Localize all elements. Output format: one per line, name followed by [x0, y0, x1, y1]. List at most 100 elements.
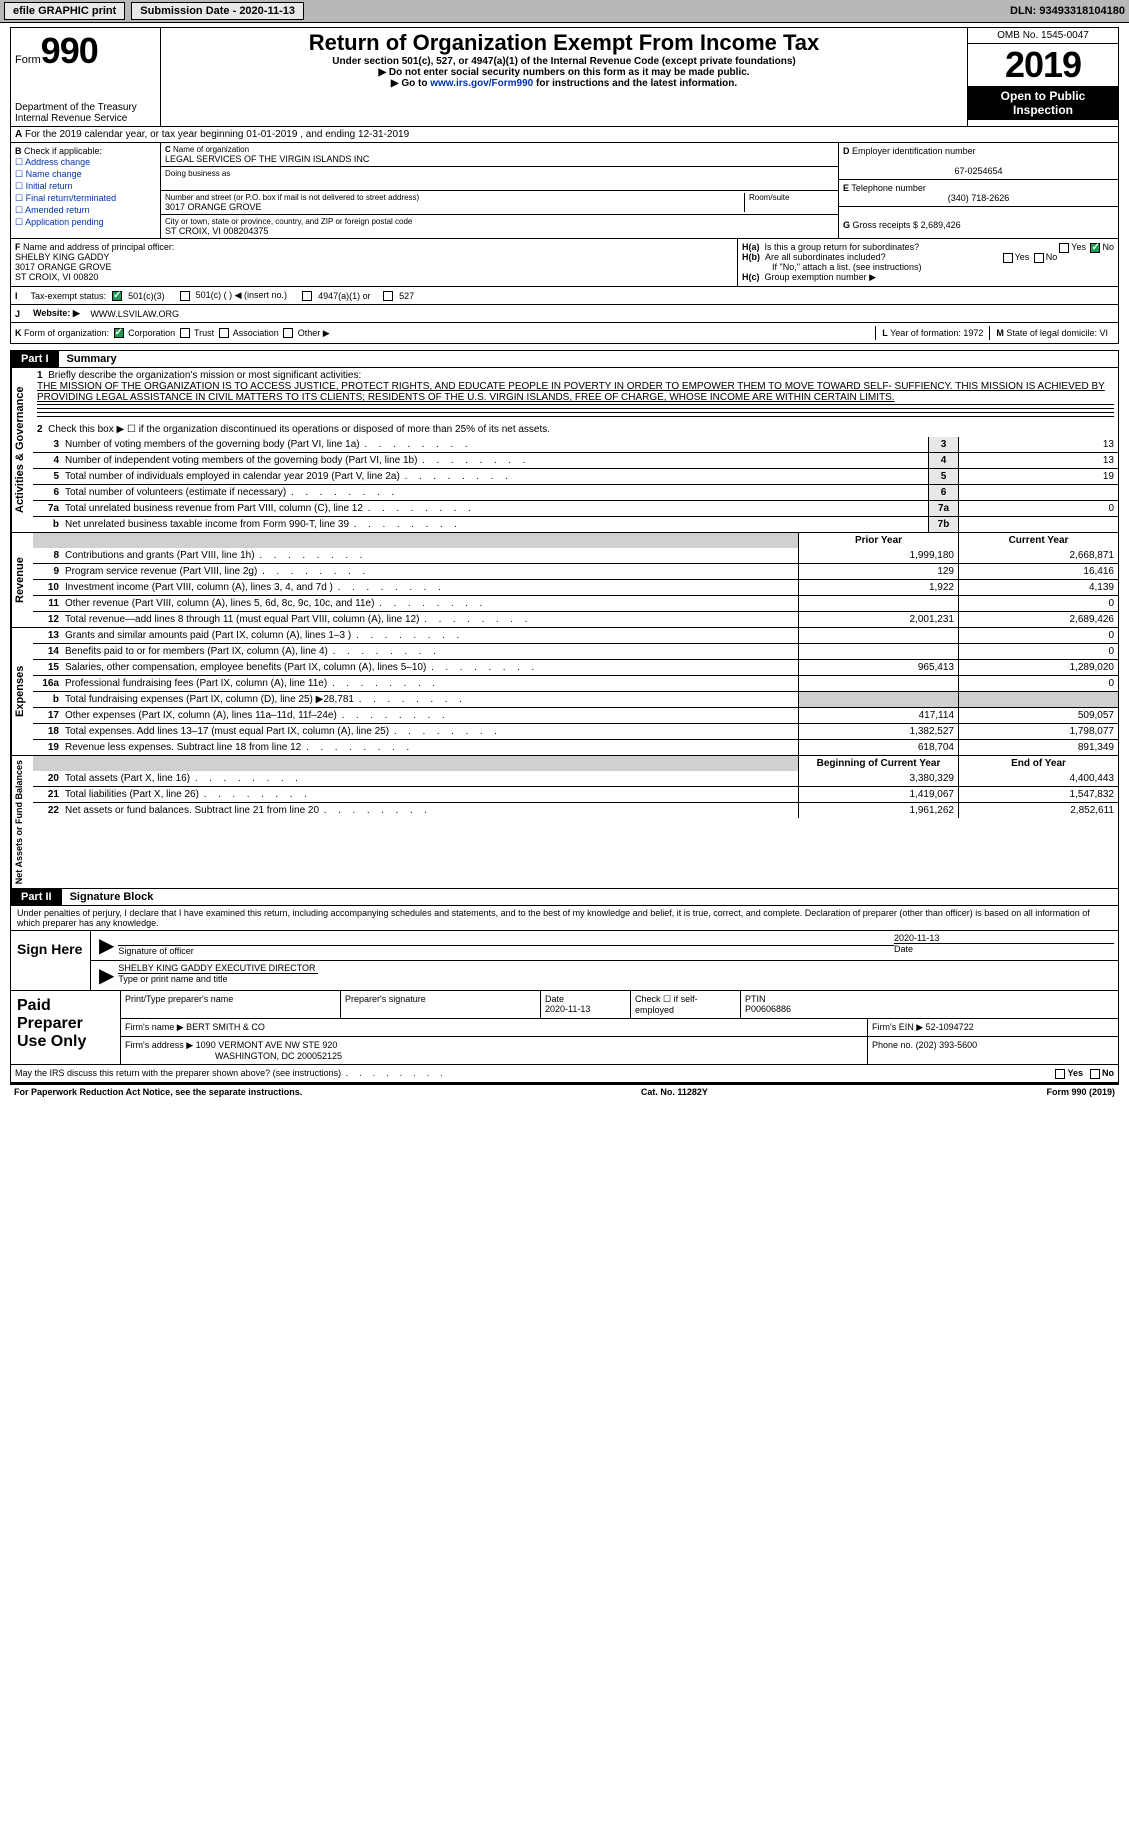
table-row: 21Total liabilities (Part X, line 26)1,4… [33, 786, 1118, 802]
table-row: 8Contributions and grants (Part VIII, li… [33, 548, 1118, 563]
chk-amended-return[interactable]: ☐ Amended return [15, 205, 156, 216]
arrow-icon: ▶ [95, 933, 118, 958]
part1-header: Part I Summary [10, 350, 1119, 368]
part1-title: Summary [59, 351, 125, 367]
city-state-zip: ST CROIX, VI 008204375 [165, 226, 834, 236]
chk-hb-yes[interactable] [1003, 253, 1013, 263]
chk-501c[interactable] [180, 291, 190, 301]
dept-treasury: Department of the Treasury [15, 102, 156, 113]
chk-hb-no[interactable] [1034, 253, 1044, 263]
chk-527[interactable] [383, 291, 393, 301]
efile-print-button[interactable]: efile GRAPHIC print [4, 2, 125, 20]
header-row: Form990 Department of the Treasury Inter… [10, 27, 1119, 127]
table-row: 10Investment income (Part VIII, column (… [33, 579, 1118, 595]
end-year-hdr: End of Year [958, 756, 1118, 771]
website-value: WWW.LSVILAW.ORG [90, 309, 179, 319]
row-tax-exempt: I Tax-exempt status: 501(c)(3) 501(c) ( … [10, 287, 1119, 305]
table-row: 20Total assets (Part X, line 16)3,380,32… [33, 771, 1118, 786]
table-row: 14Benefits paid to or for members (Part … [33, 643, 1118, 659]
org-name: LEGAL SERVICES OF THE VIRGIN ISLANDS INC [165, 154, 834, 164]
table-row: 4Number of independent voting members of… [33, 452, 1118, 468]
org-name-cell: C Name of organization LEGAL SERVICES OF… [161, 143, 838, 167]
street-address: 3017 ORANGE GROVE [165, 202, 744, 212]
row-k-org: K Form of organization: Corporation Trus… [10, 323, 1119, 344]
note-goto: ▶ Go to www.irs.gov/Form990 for instruct… [167, 78, 961, 89]
chk-may-no[interactable] [1090, 1069, 1100, 1079]
sig-intro: Under penalties of perjury, I declare th… [11, 906, 1118, 930]
table-row: 11Other revenue (Part VIII, column (A), … [33, 595, 1118, 611]
chk-trust[interactable] [180, 328, 190, 338]
form-title: Return of Organization Exempt From Incom… [167, 30, 961, 56]
table-row: 5Total number of individuals employed in… [33, 468, 1118, 484]
chk-ha-yes[interactable] [1059, 243, 1069, 253]
col-b: B Check if applicable: ☐ Address change … [11, 143, 161, 238]
table-row: 15Salaries, other compensation, employee… [33, 659, 1118, 675]
section-netassets: Net Assets or Fund Balances Beginning of… [10, 756, 1119, 889]
group-return: H(a) Is this a group return for subordin… [738, 239, 1118, 286]
chk-4947[interactable] [302, 291, 312, 301]
note-ssn: ▶ Do not enter social security numbers o… [167, 67, 961, 78]
chk-may-yes[interactable] [1055, 1069, 1065, 1079]
mission-text: THE MISSION OF THE ORGANIZATION IS TO AC… [37, 381, 1105, 403]
sign-here-row: Sign Here ▶ Signature of officer 2020-11… [11, 930, 1118, 990]
table-row: 7aTotal unrelated business revenue from … [33, 500, 1118, 516]
col-d: D Employer identification number 67-0254… [838, 143, 1118, 238]
dln-label: DLN: 93493318104180 [1010, 5, 1125, 17]
irs-link[interactable]: www.irs.gov/Form990 [430, 78, 533, 89]
sign-here-label: Sign Here [11, 931, 91, 990]
line-1-mission: 1 Briefly describe the organization's mi… [33, 368, 1118, 422]
table-row: bNet unrelated business taxable income f… [33, 516, 1118, 532]
net-header-row: Beginning of Current Year End of Year [33, 756, 1118, 771]
dba-cell: Doing business as [161, 167, 838, 191]
vlabel-netassets: Net Assets or Fund Balances [11, 756, 33, 888]
footer-left: For Paperwork Reduction Act Notice, see … [14, 1087, 302, 1097]
officer-name: SHELBY KING GADDY EXECUTIVE DIRECTOR [118, 963, 318, 974]
part2-header: Part II Signature Block [10, 889, 1119, 906]
phone-value: (340) 718-2626 [843, 193, 1114, 203]
form-label: Form990 [15, 30, 156, 72]
chk-501c3[interactable] [112, 291, 122, 301]
phone-cell: E Telephone number (340) 718-2626 [839, 180, 1118, 207]
chk-final-return[interactable]: ☐ Final return/terminated [15, 193, 156, 204]
vlabel-revenue: Revenue [11, 533, 33, 627]
table-row: 12Total revenue—add lines 8 through 11 (… [33, 611, 1118, 627]
chk-corp[interactable] [114, 328, 124, 338]
chk-application-pending[interactable]: ☐ Application pending [15, 217, 156, 228]
part1-tab: Part I [11, 351, 59, 367]
row-website: J Website: ▶ WWW.LSVILAW.ORG [10, 305, 1119, 323]
vlabel-expenses: Expenses [11, 628, 33, 755]
footer-mid: Cat. No. 11282Y [641, 1087, 708, 1097]
paid-preparer-label: Paid Preparer Use Only [11, 991, 121, 1064]
may-irs-discuss: May the IRS discuss this return with the… [10, 1065, 1119, 1083]
table-row: 9Program service revenue (Part VIII, lin… [33, 563, 1118, 579]
chk-other[interactable] [283, 328, 293, 338]
block-bcd: B Check if applicable: ☐ Address change … [10, 143, 1119, 239]
part2-tab: Part II [11, 889, 62, 905]
chk-ha-no[interactable] [1090, 243, 1100, 253]
current-year-hdr: Current Year [958, 533, 1118, 548]
signature-block: Under penalties of perjury, I declare th… [10, 906, 1119, 1065]
form-prefix: Form [15, 54, 41, 66]
header-left: Form990 Department of the Treasury Inter… [11, 28, 161, 126]
principal-officer: F Name and address of principal officer:… [11, 239, 738, 286]
chk-name-change[interactable]: ☐ Name change [15, 169, 156, 180]
chk-assoc[interactable] [219, 328, 229, 338]
form-number: 990 [41, 30, 98, 71]
top-toolbar: efile GRAPHIC print Submission Date - 20… [0, 0, 1129, 23]
ein-cell: D Employer identification number 67-0254… [839, 143, 1118, 180]
table-row: 17Other expenses (Part IX, column (A), l… [33, 707, 1118, 723]
header-middle: Return of Organization Exempt From Incom… [161, 28, 968, 126]
begin-year-hdr: Beginning of Current Year [798, 756, 958, 771]
dept-irs: Internal Revenue Service [15, 113, 156, 124]
section-expenses: Expenses 13Grants and similar amounts pa… [10, 628, 1119, 756]
section-revenue: Revenue Prior Year Current Year 8Contrib… [10, 533, 1119, 628]
col-c: C Name of organization LEGAL SERVICES OF… [161, 143, 838, 238]
submission-date-button[interactable]: Submission Date - 2020-11-13 [131, 2, 304, 20]
table-row: 16aProfessional fundraising fees (Part I… [33, 675, 1118, 691]
gross-receipts-value: 2,689,426 [921, 220, 961, 230]
header-right: OMB No. 1545-0047 2019 Open to Public In… [968, 28, 1118, 126]
table-row: bTotal fundraising expenses (Part IX, co… [33, 691, 1118, 707]
chk-initial-return[interactable]: ☐ Initial return [15, 181, 156, 192]
line-2: 2 Check this box ▶ ☐ if the organization… [33, 422, 1118, 437]
chk-address-change[interactable]: ☐ Address change [15, 157, 156, 168]
